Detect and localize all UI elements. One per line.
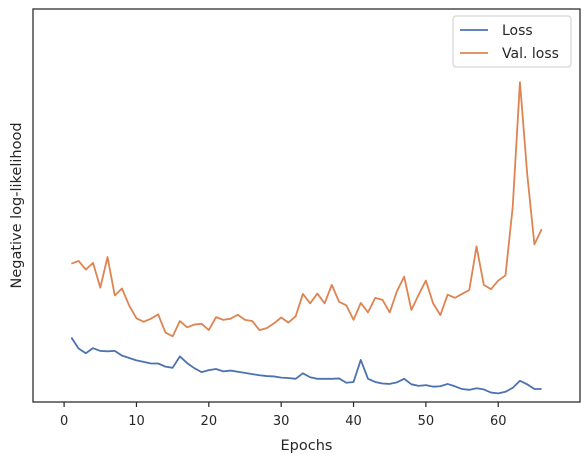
legend: Loss Val. loss: [452, 15, 572, 68]
x-tick-label: 10: [128, 414, 145, 429]
y-axis-label: Negative log-likelihood: [9, 122, 25, 288]
plot-frame: [32, 8, 581, 403]
x-axis-label: Epochs: [281, 438, 333, 454]
series-line-val-loss: [71, 81, 543, 338]
series-lines: [70, 81, 543, 395]
x-axis-ticks: 0 10 20 30 40 50 60: [60, 402, 507, 429]
x-tick-label: 20: [201, 414, 218, 429]
x-tick-label: 0: [60, 414, 68, 429]
x-tick-label: 60: [490, 414, 507, 429]
x-tick-label: 50: [418, 414, 435, 429]
legend-label-val-loss: Val. loss: [502, 46, 559, 62]
legend-box: [452, 15, 572, 68]
legend-label-loss: Loss: [502, 23, 533, 39]
series-line-loss: [70, 337, 542, 395]
x-tick-label: 40: [345, 414, 362, 429]
x-tick-label: 30: [273, 414, 290, 429]
